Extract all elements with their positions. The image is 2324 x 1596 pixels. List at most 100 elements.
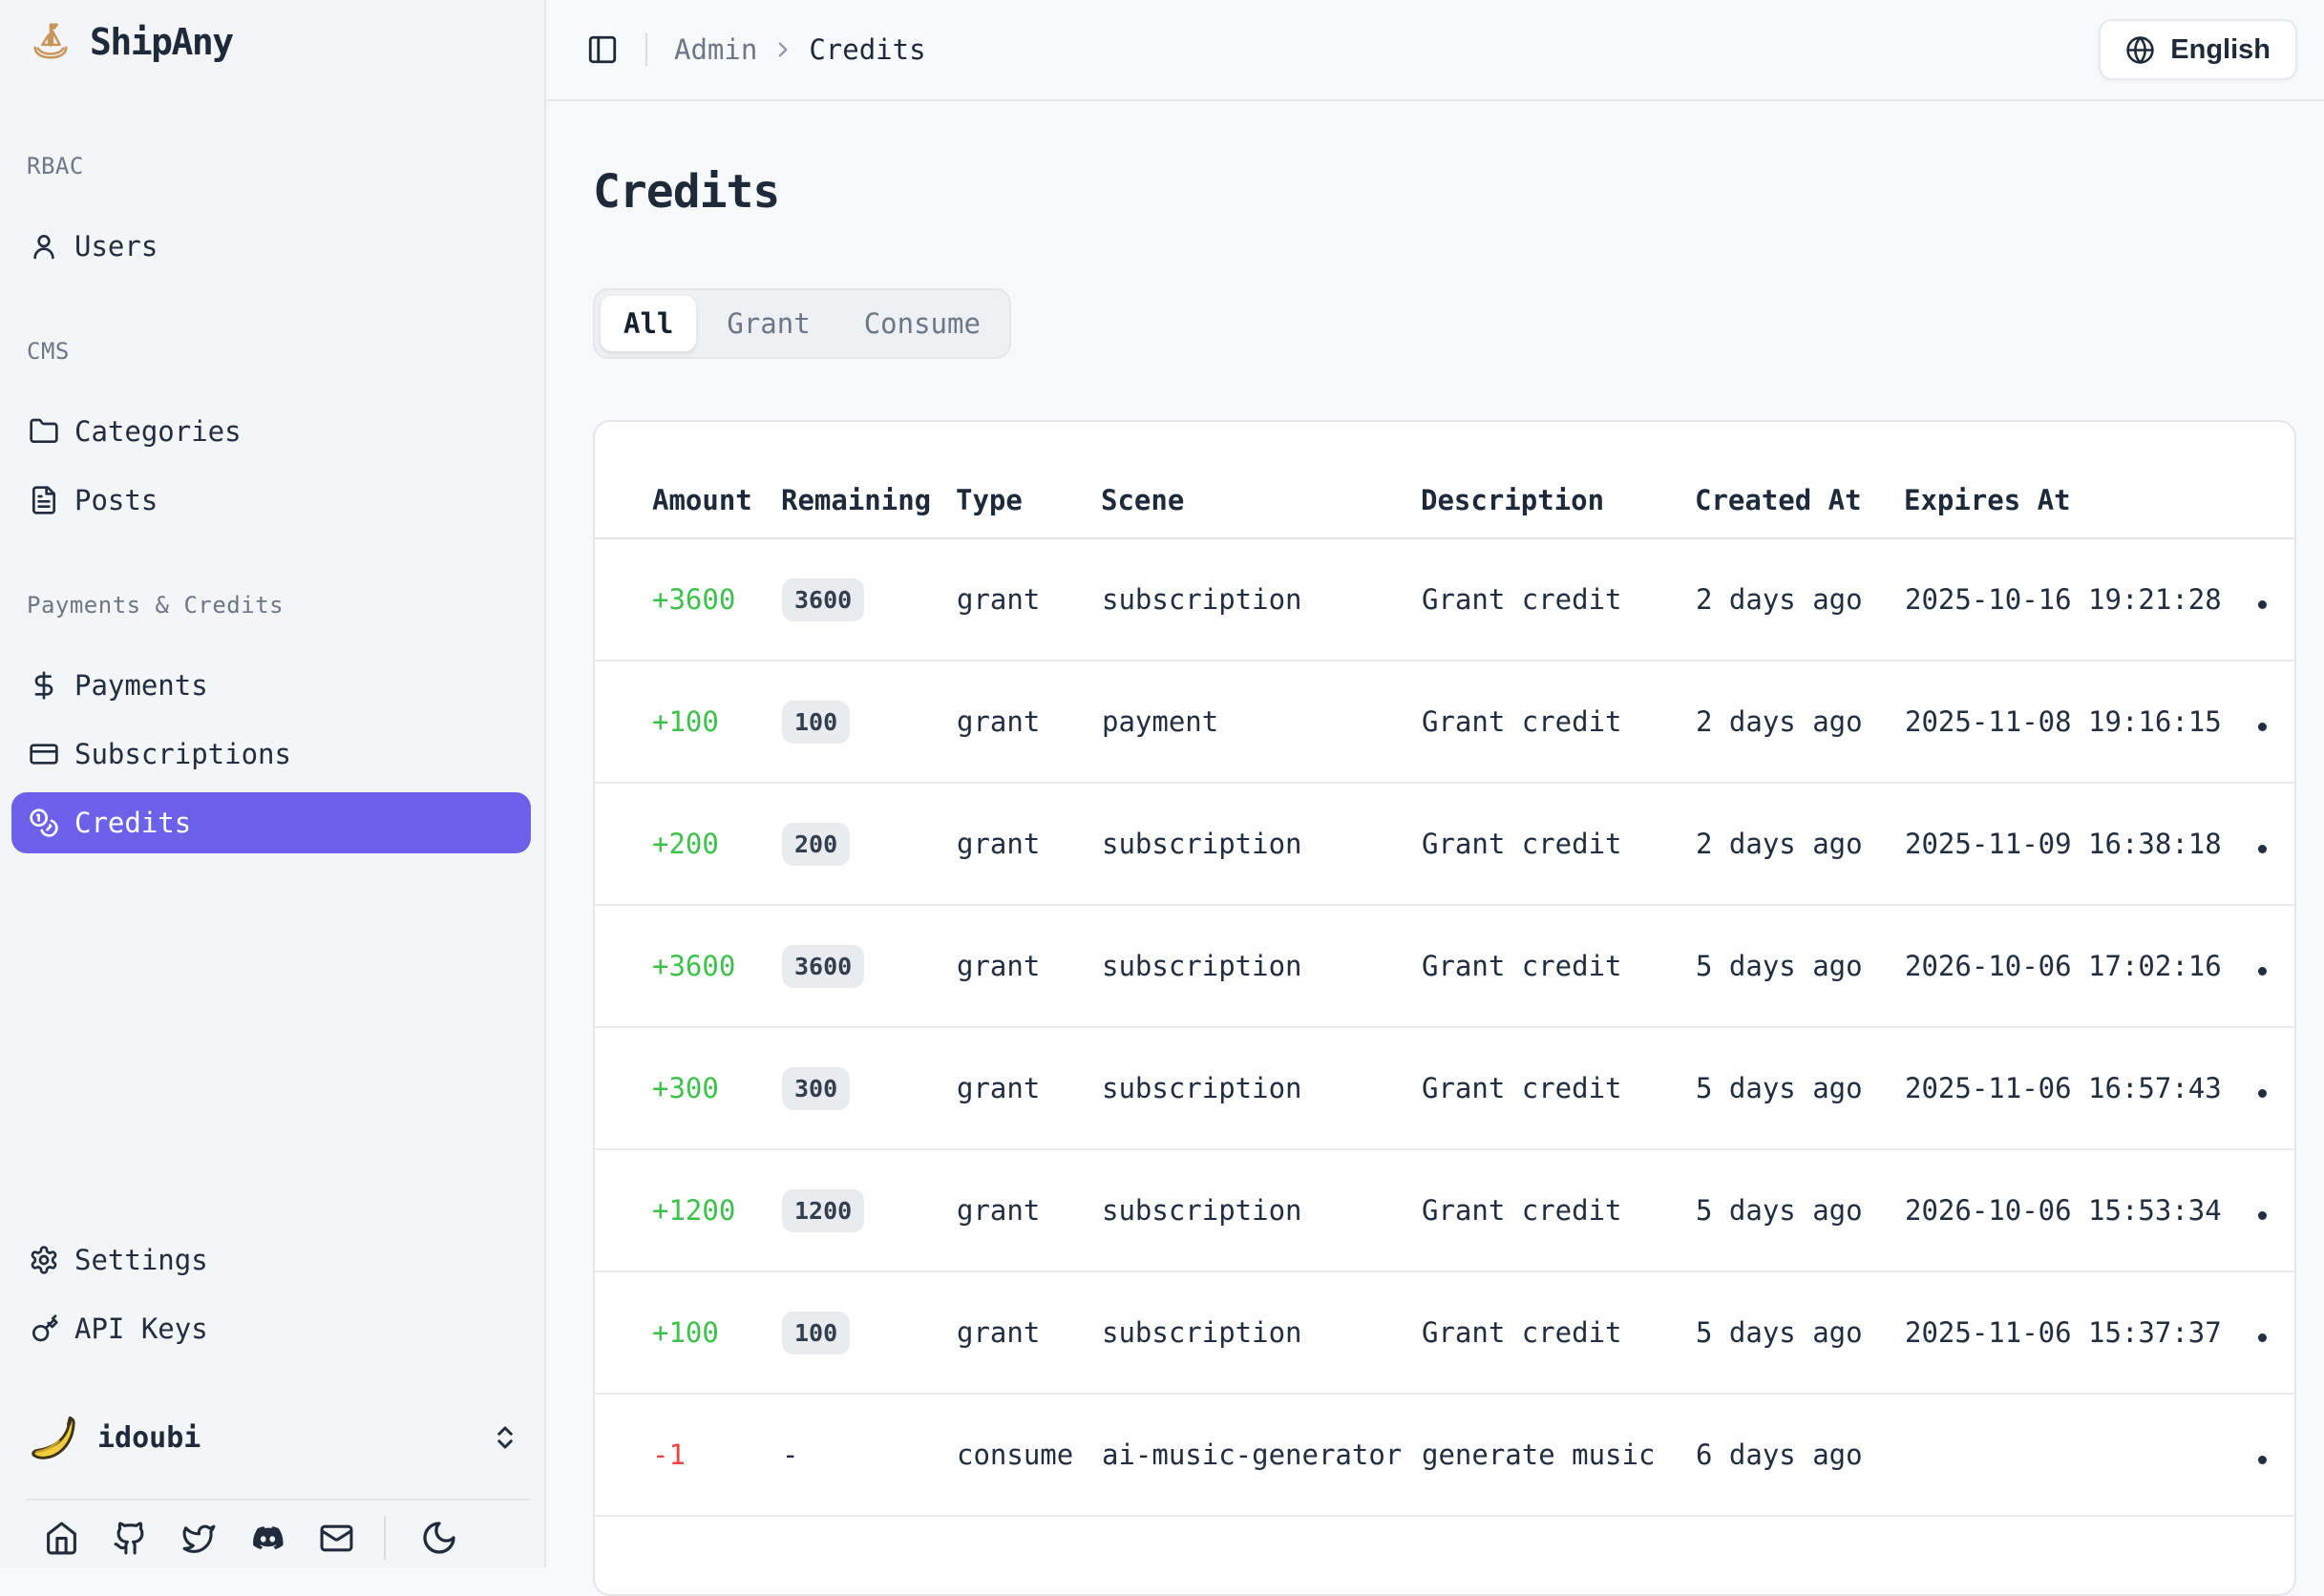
folder-icon — [30, 418, 58, 443]
cell-type: consume — [956, 1394, 1101, 1517]
breadcrumb-admin[interactable]: Admin — [674, 33, 758, 66]
cell-description: Grant credit — [1421, 1149, 1695, 1272]
cell-remaining: 1200 — [781, 1149, 956, 1272]
cell-amount: +100 — [595, 661, 781, 784]
sidebar-spacer — [11, 853, 531, 1193]
sidebar-item-categories[interactable]: Categories — [11, 401, 531, 462]
sidebar-item-payments[interactable]: Payments — [11, 655, 531, 716]
banana-avatar — [32, 1417, 75, 1460]
sidebar-item-credits[interactable]: Credits — [11, 792, 531, 853]
language-button[interactable]: English — [2099, 19, 2297, 80]
main-area: Admin Credits English Credits All Grant … — [546, 0, 2324, 1596]
sidebar-item-users[interactable]: Users — [11, 216, 531, 277]
github-icon[interactable] — [113, 1521, 148, 1556]
cell-type: grant — [956, 905, 1101, 1028]
key-icon — [32, 1314, 58, 1342]
sidebar-item-api-keys[interactable]: API Keys — [11, 1298, 531, 1359]
column-header-expires-at: Expires At — [1904, 422, 2225, 539]
credits-table-card: Amount Remaining Type Scene Description Creat… — [593, 420, 2296, 1596]
column-header-amount: Amount — [595, 422, 781, 539]
column-header-created-at: Created At — [1695, 422, 1904, 539]
cell-description: generate music — [1421, 1394, 1695, 1517]
sidebar-item-subscriptions[interactable]: Subscriptions — [11, 724, 531, 785]
cell-expires-at: 2025-11-08 19:16:15 — [1904, 661, 2225, 784]
cell-expires-at: 2026-10-06 17:02:16 — [1904, 905, 2225, 1028]
amount-value: +300 — [652, 1072, 719, 1104]
tab-all[interactable]: All — [601, 296, 697, 351]
cell-scene: subscription — [1101, 1027, 1421, 1150]
chevrons-up-down-icon[interactable] — [491, 1423, 519, 1452]
cell-actions — [2225, 1394, 2294, 1517]
row-menu-dot[interactable] — [2258, 845, 2267, 853]
amount-value: +3600 — [652, 583, 736, 616]
sidebar-item-posts[interactable]: Posts — [11, 470, 531, 531]
cell-amount: +1200 — [595, 1149, 781, 1272]
table-row: +300 300 grant subscription Grant credit 5 da… — [595, 1027, 2294, 1150]
amount-value: -1 — [652, 1438, 686, 1471]
top-bar: Admin Credits English — [546, 0, 2324, 101]
cell-created-at: 5 days ago — [1695, 1271, 1904, 1395]
remaining-badge: 200 — [782, 822, 851, 866]
discord-icon[interactable] — [250, 1521, 285, 1556]
row-menu-dot[interactable] — [2258, 600, 2267, 609]
table-row: +1200 1200 grant subscription Grant credit 5 … — [595, 1149, 2294, 1272]
file-text-icon — [32, 486, 55, 514]
cell-amount: +200 — [595, 783, 781, 906]
cell-amount: +3600 — [595, 905, 781, 1028]
table-header-row: Amount Remaining Type Scene Description Creat… — [595, 422, 2294, 539]
amount-value: +100 — [652, 705, 719, 738]
row-menu-dot[interactable] — [2258, 1334, 2267, 1342]
cell-description: Grant credit — [1421, 783, 1695, 906]
cell-remaining: 100 — [781, 661, 956, 784]
sidebar-item-settings[interactable]: Settings — [11, 1229, 531, 1291]
sidebar-item-label: Settings — [74, 1244, 208, 1276]
globe-icon — [2126, 35, 2154, 64]
app-logo[interactable]: ShipAny — [29, 17, 531, 67]
cell-actions — [2225, 661, 2294, 784]
cell-remaining: 200 — [781, 783, 956, 906]
coins-icon — [30, 808, 58, 837]
cell-type: grant — [956, 1149, 1101, 1272]
cell-expires-at: 2025-11-06 16:57:43 — [1904, 1027, 2225, 1150]
moon-icon[interactable] — [420, 1519, 458, 1557]
tab-grant[interactable]: Grant — [727, 307, 811, 340]
sidebar-item-label: Subscriptions — [74, 738, 291, 770]
cell-amount: +3600 — [595, 538, 781, 662]
amount-value: +200 — [652, 828, 719, 860]
sidebar-toggle-icon[interactable] — [586, 33, 619, 66]
cell-type: grant — [956, 1027, 1101, 1150]
breadcrumb-credits: Credits — [809, 33, 926, 66]
user-icon — [33, 235, 54, 260]
sidebar-item-label: Credits — [74, 807, 192, 839]
footer-divider — [384, 1516, 386, 1560]
tab-consume[interactable]: Consume — [863, 307, 981, 340]
row-menu-dot[interactable] — [2258, 1211, 2267, 1220]
row-menu-dot[interactable] — [2258, 1456, 2267, 1464]
filter-tabs: All Grant Consume — [593, 288, 1011, 359]
cell-expires-at: 2026-10-06 15:53:34 — [1904, 1149, 2225, 1272]
dollar-icon — [34, 671, 53, 700]
row-menu-dot[interactable] — [2258, 967, 2267, 976]
column-header-actions — [2225, 422, 2294, 539]
cell-amount: +100 — [595, 1271, 781, 1395]
home-icon[interactable] — [44, 1521, 79, 1556]
mail-icon[interactable] — [319, 1521, 354, 1556]
cell-actions — [2225, 1271, 2294, 1395]
cell-expires-at: 2025-11-06 15:37:37 — [1904, 1271, 2225, 1395]
cell-remaining: 100 — [781, 1271, 956, 1395]
remaining-badge: 100 — [782, 700, 851, 744]
cell-actions — [2225, 1149, 2294, 1272]
cell-expires-at — [1904, 1394, 2225, 1517]
remaining-badge: 3600 — [782, 578, 865, 621]
twitter-icon[interactable] — [181, 1521, 217, 1556]
column-header-type: Type — [956, 422, 1101, 539]
user-menu[interactable]: idoubi — [11, 1403, 531, 1472]
row-menu-dot[interactable] — [2258, 723, 2267, 731]
cell-scene: subscription — [1101, 783, 1421, 906]
row-menu-dot[interactable] — [2258, 1089, 2267, 1098]
table-row: +100 100 grant payment Grant credit 2 days ag… — [595, 661, 2294, 784]
cell-remaining: - — [781, 1394, 956, 1517]
sidebar-footer — [11, 1501, 531, 1560]
cell-actions — [2225, 538, 2294, 662]
cell-created-at: 5 days ago — [1695, 905, 1904, 1028]
